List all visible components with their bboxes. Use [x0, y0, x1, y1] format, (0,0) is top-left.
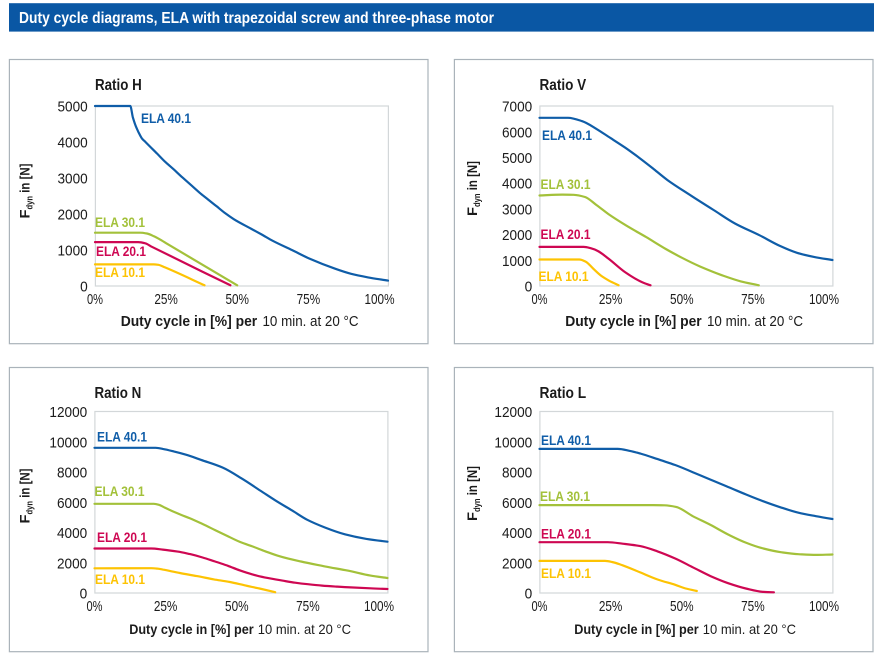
svg-text:ELA 10.1: ELA 10.1 — [95, 264, 145, 280]
svg-text:3000: 3000 — [502, 202, 532, 219]
svg-text:Fdyn in [N]: Fdyn in [N] — [17, 469, 36, 524]
svg-text:2000: 2000 — [57, 555, 87, 572]
svg-text:ELA 30.1: ELA 30.1 — [541, 176, 591, 192]
svg-text:6000: 6000 — [502, 495, 532, 512]
svg-text:3000: 3000 — [58, 171, 88, 188]
svg-text:100%: 100% — [809, 291, 839, 308]
svg-text:ELA 20.1: ELA 20.1 — [541, 226, 591, 242]
svg-text:ELA 30.1: ELA 30.1 — [540, 488, 590, 504]
svg-text:10 min. at 20 °C: 10 min. at 20 °C — [707, 313, 803, 330]
svg-text:0%: 0% — [532, 291, 548, 308]
svg-text:Ratio H: Ratio H — [95, 77, 142, 94]
svg-text:12000: 12000 — [49, 404, 87, 421]
svg-text:4000: 4000 — [502, 176, 532, 193]
svg-text:ELA 30.1: ELA 30.1 — [95, 483, 145, 499]
svg-text:10 min. at 20 °C: 10 min. at 20 °C — [258, 621, 351, 637]
svg-text:ELA 20.1: ELA 20.1 — [96, 243, 146, 259]
svg-text:Fdyn in [N]: Fdyn in [N] — [17, 164, 36, 219]
svg-text:ELA 40.1: ELA 40.1 — [542, 127, 592, 143]
svg-text:50%: 50% — [670, 291, 694, 308]
svg-text:ELA 10.1: ELA 10.1 — [539, 268, 589, 284]
svg-text:0%: 0% — [532, 598, 548, 615]
svg-text:ELA 10.1: ELA 10.1 — [95, 571, 145, 587]
svg-text:Ratio N: Ratio N — [95, 385, 142, 402]
svg-text:2000: 2000 — [502, 555, 532, 572]
svg-text:Duty cycle diagrams, ELA with: Duty cycle diagrams, ELA with trapezoida… — [19, 10, 494, 27]
svg-text:10 min. at 20 °C: 10 min. at 20 °C — [703, 621, 796, 637]
svg-text:6000: 6000 — [502, 124, 532, 141]
svg-text:25%: 25% — [154, 598, 178, 615]
svg-text:ELA 40.1: ELA 40.1 — [97, 429, 147, 445]
svg-text:ELA 20.1: ELA 20.1 — [541, 526, 591, 542]
svg-text:100%: 100% — [364, 598, 394, 615]
svg-text:1000: 1000 — [58, 243, 88, 260]
svg-text:6000: 6000 — [57, 495, 87, 512]
svg-text:5000: 5000 — [58, 99, 88, 116]
svg-text:0%: 0% — [87, 291, 103, 308]
svg-text:0: 0 — [525, 279, 533, 296]
svg-text:Duty cycle in [%] per: Duty cycle in [%] per — [121, 313, 258, 330]
svg-text:4000: 4000 — [57, 525, 87, 542]
svg-text:1000: 1000 — [502, 253, 532, 270]
svg-text:ELA 10.1: ELA 10.1 — [541, 565, 591, 581]
svg-text:12000: 12000 — [494, 404, 532, 421]
svg-text:7000: 7000 — [502, 99, 532, 116]
svg-text:100%: 100% — [809, 598, 839, 615]
svg-text:0: 0 — [80, 279, 88, 296]
svg-text:Fdyn in [N]: Fdyn in [N] — [464, 161, 483, 216]
svg-text:0: 0 — [80, 586, 88, 603]
svg-text:8000: 8000 — [502, 465, 532, 482]
svg-text:10 min. at 20 °C: 10 min. at 20 °C — [263, 313, 359, 330]
svg-text:Duty cycle in [%] per: Duty cycle in [%] per — [565, 313, 702, 330]
svg-text:4000: 4000 — [58, 135, 88, 152]
svg-text:2000: 2000 — [58, 207, 88, 224]
svg-text:5000: 5000 — [502, 150, 532, 167]
svg-text:Ratio L: Ratio L — [540, 385, 587, 402]
svg-text:50%: 50% — [670, 598, 694, 615]
svg-text:ELA 40.1: ELA 40.1 — [541, 432, 591, 448]
svg-text:10000: 10000 — [494, 434, 532, 451]
svg-text:Ratio V: Ratio V — [540, 77, 587, 94]
svg-text:50%: 50% — [225, 598, 249, 615]
svg-text:Fdyn in [N]: Fdyn in [N] — [464, 466, 483, 521]
svg-text:25%: 25% — [599, 598, 623, 615]
svg-text:10000: 10000 — [49, 434, 87, 451]
svg-text:75%: 75% — [741, 291, 765, 308]
svg-text:ELA 40.1: ELA 40.1 — [141, 110, 191, 126]
svg-text:0%: 0% — [87, 598, 103, 615]
svg-text:100%: 100% — [365, 291, 395, 308]
svg-text:25%: 25% — [599, 291, 623, 308]
svg-text:0: 0 — [525, 586, 533, 603]
svg-text:8000: 8000 — [57, 465, 87, 482]
svg-text:75%: 75% — [741, 598, 765, 615]
svg-text:ELA 20.1: ELA 20.1 — [97, 529, 147, 545]
svg-text:Duty cycle in [%] per: Duty cycle in [%] per — [574, 621, 699, 637]
svg-text:75%: 75% — [296, 598, 320, 615]
svg-text:4000: 4000 — [502, 525, 532, 542]
svg-text:50%: 50% — [225, 291, 249, 308]
svg-text:ELA 30.1: ELA 30.1 — [95, 214, 145, 230]
svg-text:2000: 2000 — [502, 227, 532, 244]
svg-text:25%: 25% — [154, 291, 178, 308]
svg-text:Duty cycle in [%] per: Duty cycle in [%] per — [129, 621, 254, 637]
svg-text:75%: 75% — [297, 291, 321, 308]
